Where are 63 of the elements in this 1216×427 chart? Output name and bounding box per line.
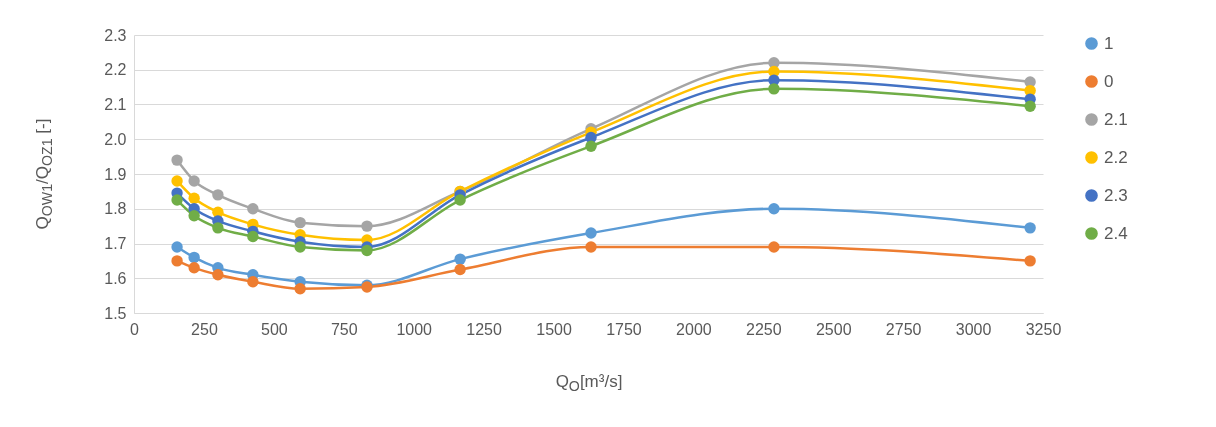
legend-label: 2.1 [1104,109,1128,129]
point [247,230,259,243]
point [188,210,200,222]
x-tick-label: 2750 [885,320,922,338]
point [188,175,200,187]
point [294,282,306,295]
x-tick-label: 3000 [955,320,992,338]
point [585,227,597,239]
point [361,220,373,232]
point [585,241,597,253]
point [1024,222,1036,234]
point [768,241,780,253]
x-tick-label: 3250 [1025,320,1062,338]
point [188,251,200,264]
point [454,253,466,265]
point [188,192,200,205]
point [585,140,597,152]
y-tick-label: 2.1 [104,96,127,113]
point [247,276,259,288]
point [188,262,200,274]
y-tick-label: 1.5 [104,304,127,322]
x-tick-label: 2250 [746,320,782,338]
x-tick-label: 1250 [466,320,503,338]
point [454,194,466,206]
point [212,222,224,234]
y-tick-label: 1.9 [104,165,127,183]
legend-label: 2.3 [1104,185,1128,205]
point [454,263,466,276]
point [171,175,183,187]
y-tick-label: 1.8 [104,200,127,218]
point [171,154,183,166]
legend-label: 1 [1104,33,1114,53]
x-tick-label: 1750 [606,320,642,338]
point [247,203,259,215]
point [171,241,183,253]
x-axis-title: Q$_{O}$[m³/s] [555,372,623,395]
y-tick-label: 1.7 [104,235,127,252]
x-tick-label: 0 [130,320,140,338]
y-tick-label: 2.2 [104,61,127,79]
point [171,255,183,267]
point [361,244,373,257]
point [1024,255,1036,267]
x-tick-label: 2500 [815,320,852,338]
point [1024,100,1036,112]
point [212,269,224,281]
legend-label: 2.2 [1104,147,1128,167]
x-tick-label: 250 [191,320,218,338]
point [294,241,306,253]
y-tick-label: 1.6 [104,269,127,287]
legend-label: 2.4 [1104,223,1128,243]
legend-label: 0 [1104,71,1114,91]
y-tick-label: 2.0 [104,130,127,148]
point [171,194,183,206]
point [212,189,224,201]
y-tick-label: 2.3 [104,26,127,44]
point [768,203,780,215]
x-tick-label: 2000 [676,320,712,338]
x-tick-label: 750 [330,320,358,338]
point [768,83,780,95]
point [294,216,306,229]
x-tick-label: 500 [260,320,288,338]
x-tick-label: 1500 [536,320,572,338]
x-tick-label: 1000 [396,320,433,338]
